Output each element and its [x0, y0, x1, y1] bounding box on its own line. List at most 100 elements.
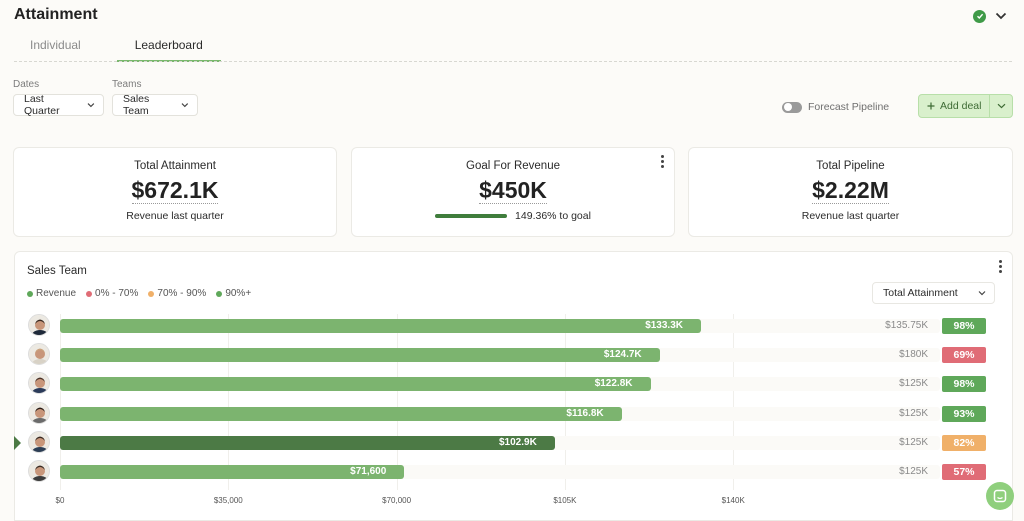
attainment-percent-badge: 93% [942, 405, 986, 422]
add-deal-dropdown[interactable] [989, 95, 1012, 117]
tab-individual[interactable]: Individual [30, 38, 81, 52]
avatar[interactable] [28, 314, 50, 336]
revenue-bar[interactable] [60, 435, 555, 450]
forecast-pipeline-toggle[interactable]: Forecast Pipeline [782, 101, 889, 113]
revenue-bar[interactable] [60, 406, 622, 421]
goal-value: $125K [899, 466, 928, 477]
goal-value: $125K [899, 436, 928, 448]
add-deal-label: Add deal [940, 100, 982, 112]
avatar[interactable] [28, 372, 50, 395]
legend-label: Revenue [36, 288, 77, 299]
legend-item: Revenue [27, 288, 76, 299]
teams-select[interactable]: Sales Team [112, 93, 198, 117]
selected-row-marker [14, 435, 21, 450]
legend-swatch [148, 290, 155, 297]
leaderboard-row[interactable]: $124.7K $180K 69% [15, 343, 1014, 367]
legend-item: 0% - 70% [86, 288, 138, 299]
legend-swatch [27, 290, 33, 297]
gridline [733, 314, 735, 490]
leaderboard-row[interactable]: $71,600 $125K 57% [15, 460, 1014, 484]
tab-leaderboard[interactable]: Leaderboard [116, 32, 221, 62]
card-subtitle: Revenue last quarter [126, 210, 224, 222]
card-subtitle: Revenue last quarter [801, 210, 900, 222]
dates-select[interactable]: Last Quarter [13, 93, 104, 117]
avatar[interactable] [28, 343, 50, 366]
revenue-bar[interactable] [60, 465, 405, 479]
avatar[interactable] [28, 430, 50, 453]
goal-value: $125K [899, 378, 928, 390]
add-deal-button[interactable]: Add deal [919, 95, 989, 117]
metric-select[interactable]: Total Attainment [872, 282, 995, 304]
x-tick-label: $70,000 [382, 496, 412, 505]
x-tick-label: $105K [553, 496, 577, 505]
card-value[interactable]: $2.22M [812, 177, 889, 204]
legend-label: 70% - 90% [157, 288, 207, 299]
x-tick-label: $140K [721, 496, 745, 505]
dates-label: Dates [13, 79, 40, 90]
goal-progress-text: 149.36% to goal [515, 210, 591, 222]
avatar[interactable] [28, 460, 50, 482]
gridline [396, 314, 398, 490]
attainment-percent-badge: 57% [942, 464, 986, 480]
goal-value: $135.75K [885, 320, 928, 331]
revenue-bar[interactable] [60, 377, 651, 392]
attainment-percent-badge: 98% [942, 376, 986, 393]
attainment-percent-badge: 69% [942, 347, 986, 364]
legend-label: 90%+ [225, 288, 252, 299]
leaderboard-row[interactable]: $122.8K $125K 98% [15, 372, 1014, 396]
add-deal-split-button: Add deal [918, 94, 1013, 118]
x-tick-label: $35,000 [213, 496, 243, 505]
goal-value: $125K [899, 407, 928, 419]
revenue-bar[interactable] [60, 348, 660, 363]
leaderboard-row[interactable]: $102.9K $125K 82% [14, 430, 1014, 455]
goal-for-revenue-card: Goal For Revenue $450K 149.36% to goal [351, 147, 675, 237]
goal-value: $180K [899, 349, 928, 361]
check-circle-icon[interactable] [973, 9, 986, 23]
total-attainment-card: Total Attainment $672.1K Revenue last qu… [13, 147, 337, 237]
chevron-down-icon[interactable] [994, 9, 1008, 23]
chevron-down-icon [997, 103, 1005, 109]
chat-icon [993, 489, 1007, 503]
teams-label: Teams [112, 79, 142, 90]
bar-value-label: $122.8K [594, 378, 633, 390]
gridline [60, 314, 61, 490]
dates-select-value: Last Quarter [24, 93, 60, 117]
metric-select-value: Total Attainment [883, 287, 958, 299]
goal-progress-bar [435, 214, 508, 218]
bar-value-label: $102.9K [499, 436, 537, 448]
bar-value-label: $124.7K [603, 349, 642, 361]
legend-item: 90%+ [216, 288, 251, 299]
attainment-percent-badge: 82% [942, 434, 986, 451]
more-options-icon[interactable] [661, 155, 665, 168]
tab-bar: Individual Leaderboard [14, 32, 221, 62]
card-title: Total Attainment [134, 160, 216, 172]
leaderboard-row[interactable]: $116.8K $125K 93% [15, 401, 1014, 426]
chart-legend: Revenue 0% - 70% 70% - 90% 90%+ [27, 288, 251, 299]
chevron-down-icon [978, 291, 986, 296]
legend-item: 70% - 90% [148, 288, 206, 299]
attainment-percent-badge: 98% [942, 318, 986, 334]
teams-select-value: Sales Team [123, 93, 150, 117]
chevron-down-icon [181, 103, 189, 108]
more-options-icon[interactable] [999, 260, 1003, 273]
bar-value-label: $133.3K [645, 320, 683, 331]
plus-icon [927, 102, 935, 110]
card-title: Total Pipeline [816, 160, 885, 172]
revenue-bar[interactable] [60, 319, 701, 333]
leaderboard-row[interactable]: $133.3K $135.75K 98% [15, 314, 1014, 338]
chevron-down-icon [87, 103, 95, 108]
toggle-switch[interactable] [782, 101, 802, 113]
legend-swatch [216, 290, 223, 297]
chat-launcher-button[interactable] [986, 482, 1014, 510]
total-pipeline-card: Total Pipeline $2.22M Revenue last quart… [688, 147, 1013, 237]
x-tick-label: $0 [55, 496, 65, 505]
card-value[interactable]: $450K [479, 177, 547, 204]
leaderboard-panel: $0 $35,000 $70,000 $105K $140K $133.3K $135.75… [14, 251, 1013, 521]
tab-divider [14, 61, 1012, 62]
card-value[interactable]: $672.1K [131, 177, 219, 204]
gridline [228, 314, 230, 490]
card-title: Goal For Revenue [466, 160, 560, 172]
gridline [564, 314, 566, 490]
avatar[interactable] [28, 401, 50, 424]
legend-swatch [86, 290, 93, 297]
